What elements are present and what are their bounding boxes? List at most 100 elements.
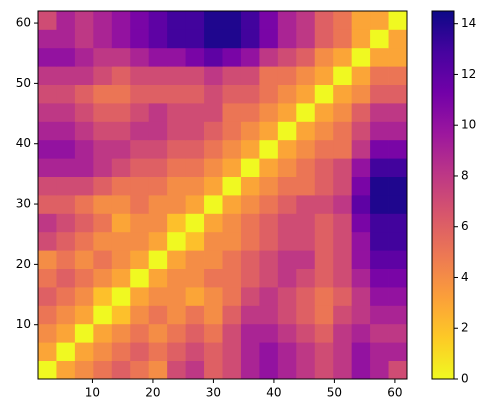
heatmap-cell [314,176,334,196]
heatmap-cell [240,11,260,30]
heatmap-cell [38,342,57,361]
heatmap-cell [111,29,131,49]
heatmap-cell [240,66,260,85]
heatmap-cell [38,360,57,380]
y-tick-label: 50 [16,76,31,90]
heatmap-cell [74,195,94,214]
heatmap-cell [296,139,316,159]
heatmap-cell [148,360,168,380]
heatmap-cell [148,103,168,122]
heatmap-cell [185,195,205,214]
heatmap-cell [240,103,260,122]
heatmap-cell [314,360,334,380]
heatmap-cell [111,231,131,251]
heatmap-cell [351,121,371,141]
heatmap-cell [370,158,389,177]
heatmap-cell [259,29,279,49]
x-tick-label: 30 [206,386,221,400]
heatmap-cell [277,47,297,67]
heatmap-cell [74,231,94,251]
heatmap-cell [259,176,279,196]
heatmap-cell [167,231,186,251]
heatmap-cell [277,103,297,122]
heatmap-cell [314,84,334,104]
heatmap-cell [388,360,408,380]
heatmap-cell [314,47,334,67]
heatmap-cell [38,268,57,288]
heatmap-cell [277,360,297,380]
heatmap-cell [333,47,353,67]
heatmap-cell [38,11,57,30]
heatmap-cell [388,287,408,306]
heatmap-cell [333,231,353,251]
heatmap-cell [56,195,76,214]
heatmap-cell [130,103,150,122]
heatmap-cell [74,47,94,67]
heatmap-cell [185,84,205,104]
heatmap-cell [93,213,113,233]
heatmap-cell [167,360,186,380]
heatmap-cell [148,139,168,159]
heatmap-cell [185,29,205,49]
heatmap-cell [351,323,371,343]
heatmap-cell [351,84,371,104]
heatmap-cell [240,158,260,177]
heatmap-cell [333,139,353,159]
heatmap-cell [93,231,113,251]
heatmap-cell [167,250,186,269]
heatmap-cell [111,195,131,214]
heatmap-cell [93,139,113,159]
heatmap-cell [204,268,223,288]
heatmap-cell [74,139,94,159]
heatmap-cell [130,342,150,361]
heatmap-cell [296,158,316,177]
heatmap-cell [93,360,113,380]
heatmap-cell [185,66,205,85]
heatmap-cell [167,11,186,30]
heatmap-cell [38,29,57,49]
heatmap-cell [259,158,279,177]
heatmap-cell [296,231,316,251]
heatmap-cell [333,268,353,288]
heatmap-cell [351,287,371,306]
y-tick-label: 40 [16,136,31,150]
heatmap-cell [333,121,353,141]
heatmap-cell [351,305,371,325]
heatmap-cell [204,11,223,30]
heatmap-cell [185,121,205,141]
heatmap-cell [277,323,297,343]
heatmap-cell [148,11,168,30]
heatmap-cell [222,47,242,67]
heatmap-cell [148,66,168,85]
heatmap-cell [130,139,150,159]
heatmap-cell [296,47,316,67]
heatmap-cell [259,66,279,85]
heatmap-cell [296,323,316,343]
heatmap-cell [148,29,168,49]
heatmap-cell [277,139,297,159]
heatmap-cell [204,342,223,361]
heatmap-cell [74,305,94,325]
heatmap-cell [130,11,150,30]
heatmap-cell [56,231,76,251]
heatmap-cell [148,47,168,67]
heatmap-cell [111,268,131,288]
heatmap-cell [130,268,150,288]
heatmap-cell [56,213,76,233]
heatmap-cell [351,342,371,361]
heatmap-cell [296,84,316,104]
heatmap-cell [259,213,279,233]
heatmap-cell [277,121,297,141]
heatmap-cell [38,305,57,325]
heatmap-cell [167,176,186,196]
heatmap-cell [185,323,205,343]
heatmap-cell [296,121,316,141]
heatmap-cell [277,158,297,177]
heatmap-cell [333,84,353,104]
heatmap-cell [240,121,260,141]
heatmap-cell [370,287,389,306]
heatmap-cell [240,268,260,288]
heatmap-cell [185,158,205,177]
heatmap-cell [130,158,150,177]
heatmap-cell [74,287,94,306]
